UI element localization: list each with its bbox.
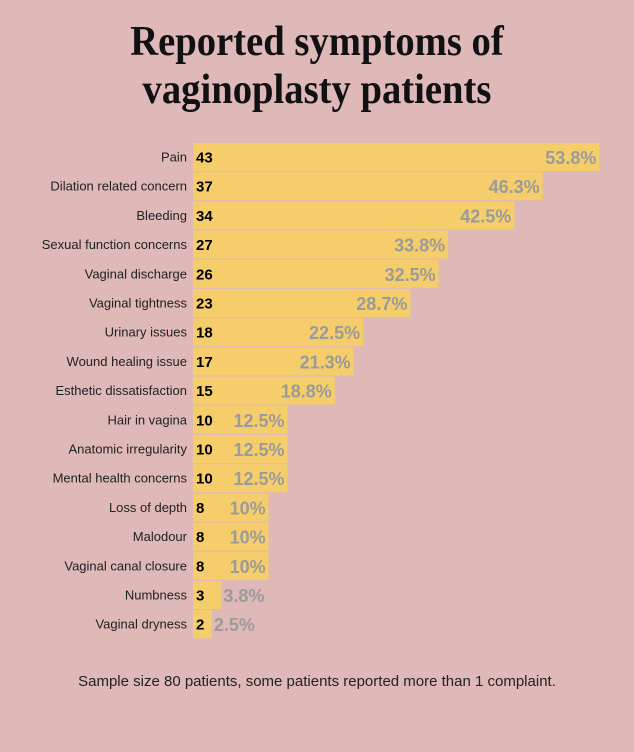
percent-label: 2.5% [214, 615, 255, 635]
bar-1 [193, 172, 543, 201]
count-label: 26 [196, 266, 213, 283]
count-label: 3 [196, 588, 204, 605]
percent-label: 10% [230, 557, 266, 577]
category-label: Vaginal canal closure [64, 558, 187, 573]
bar-0 [193, 143, 600, 171]
percent-label: 10% [230, 498, 266, 518]
bar-13 [193, 522, 269, 551]
category-label: Mental health concerns [53, 471, 188, 486]
category-label: Malodour [133, 529, 188, 544]
bar-9 [193, 405, 288, 434]
bar-8 [193, 376, 335, 405]
percent-label: 32.5% [385, 265, 436, 285]
percent-label: 33.8% [394, 236, 445, 256]
count-label: 27 [196, 237, 213, 254]
category-label: Numbness [125, 588, 188, 603]
percent-label: 12.5% [233, 411, 284, 431]
count-label: 17 [196, 354, 213, 371]
footnote: Sample size 80 patients, some patients r… [78, 673, 556, 690]
count-label: 18 [196, 325, 213, 342]
percent-label: 53.8% [545, 148, 596, 168]
category-label: Loss of depth [109, 500, 187, 515]
count-label: 10 [196, 412, 213, 429]
category-label: Urinary issues [105, 325, 188, 340]
count-label: 15 [196, 383, 213, 400]
count-label: 23 [196, 296, 213, 313]
bar-2 [193, 201, 515, 230]
bar-chart: Pain 43 53.8% Dilation related concern 37 46.… [42, 143, 600, 639]
bar-11 [193, 464, 288, 493]
count-label: 10 [196, 471, 213, 488]
bar-5 [193, 289, 411, 317]
category-label: Pain [161, 150, 187, 165]
category-label: Esthetic dissatisfaction [55, 383, 187, 398]
percent-label: 22.5% [309, 323, 360, 343]
category-label: Vaginal tightness [89, 296, 188, 311]
percent-label: 46.3% [489, 177, 540, 197]
bar-3 [193, 230, 449, 259]
category-label: Sexual function concerns [42, 237, 188, 252]
count-label: 43 [196, 150, 213, 167]
bar-4 [193, 259, 439, 288]
percent-label: 10% [230, 528, 266, 548]
chart-title: Reported symptoms of vaginoplasty patien… [25, 18, 608, 114]
bar-15 [193, 581, 222, 609]
bar-12 [193, 493, 269, 522]
category-label: Anatomic irregularity [69, 442, 188, 457]
count-label: 8 [196, 558, 204, 575]
count-label: 2 [196, 617, 204, 634]
percent-label: 28.7% [356, 294, 407, 314]
percent-label: 12.5% [233, 440, 284, 460]
category-label: Vaginal dryness [95, 617, 187, 632]
category-label: Dilation related concern [50, 179, 187, 194]
bar-14 [193, 551, 269, 580]
percent-label: 3.8% [223, 586, 264, 606]
category-label: Bleeding [136, 208, 187, 223]
percent-label: 12.5% [233, 469, 284, 489]
title-line-1: Reported symptoms of [130, 19, 504, 65]
count-label: 34 [196, 208, 213, 225]
title-line-2: vaginoplasty patients [142, 67, 492, 113]
category-label: Wound healing issue [67, 354, 187, 369]
percent-label: 18.8% [281, 382, 332, 402]
bar-10 [193, 435, 288, 463]
count-label: 8 [196, 529, 204, 546]
bar-7 [193, 347, 354, 376]
category-label: Hair in vagina [108, 412, 188, 427]
count-label: 37 [196, 179, 213, 196]
category-label: Vaginal discharge [85, 266, 187, 281]
count-label: 8 [196, 500, 204, 517]
percent-label: 42.5% [460, 206, 511, 226]
bar-6 [193, 318, 364, 347]
bar-16 [193, 610, 212, 639]
count-label: 10 [196, 442, 213, 459]
percent-label: 21.3% [300, 352, 351, 372]
